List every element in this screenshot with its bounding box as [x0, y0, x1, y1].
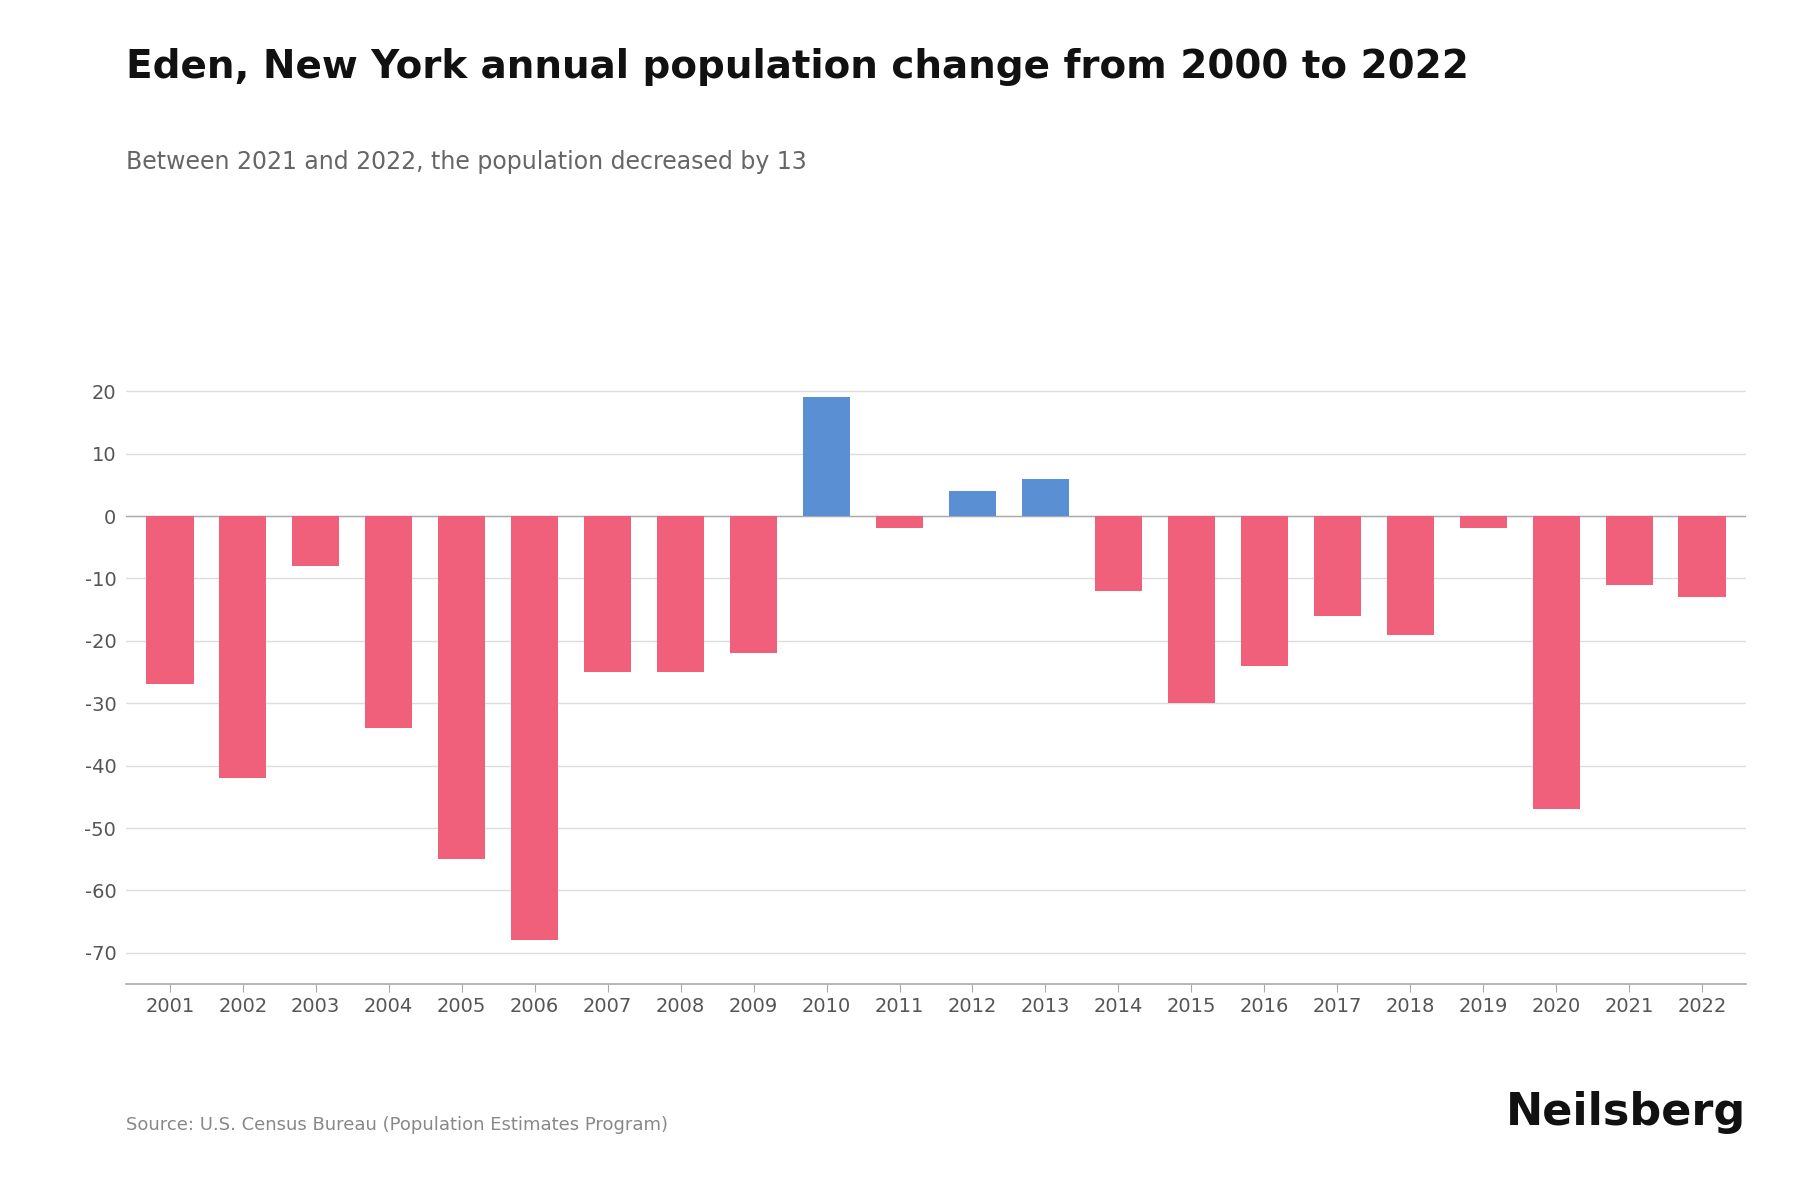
Bar	[1094, 516, 1143, 590]
Bar	[220, 516, 266, 778]
Bar	[877, 516, 923, 528]
Bar	[949, 491, 995, 516]
Bar	[1678, 516, 1726, 598]
Text: Between 2021 and 2022, the population decreased by 13: Between 2021 and 2022, the population de…	[126, 150, 806, 174]
Text: Neilsberg: Neilsberg	[1507, 1091, 1746, 1134]
Bar	[583, 516, 632, 672]
Bar	[1460, 516, 1507, 528]
Bar	[1606, 516, 1652, 584]
Bar	[1386, 516, 1435, 635]
Bar	[1240, 516, 1289, 666]
Bar	[146, 516, 194, 684]
Bar	[1022, 479, 1069, 516]
Bar	[1168, 516, 1215, 703]
Bar	[292, 516, 340, 566]
Text: Source: U.S. Census Bureau (Population Estimates Program): Source: U.S. Census Bureau (Population E…	[126, 1116, 668, 1134]
Bar	[1314, 516, 1361, 616]
Bar	[657, 516, 704, 672]
Bar	[1532, 516, 1580, 809]
Bar	[511, 516, 558, 941]
Bar	[803, 397, 850, 516]
Bar	[365, 516, 412, 728]
Bar	[437, 516, 486, 859]
Text: Eden, New York annual population change from 2000 to 2022: Eden, New York annual population change …	[126, 48, 1469, 86]
Bar	[729, 516, 778, 653]
